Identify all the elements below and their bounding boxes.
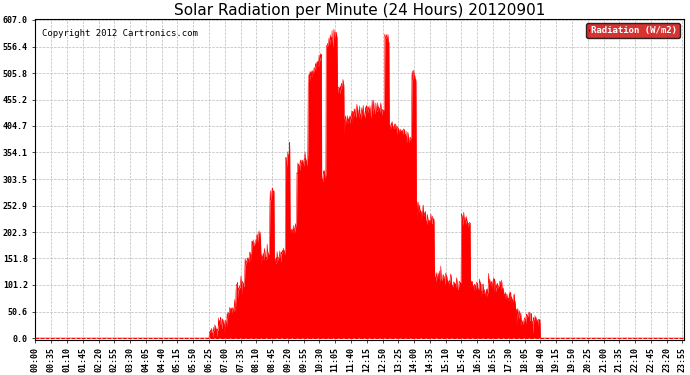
Title: Solar Radiation per Minute (24 Hours) 20120901: Solar Radiation per Minute (24 Hours) 20… <box>174 3 546 18</box>
Legend: Radiation (W/m2): Radiation (W/m2) <box>586 24 680 38</box>
Text: Copyright 2012 Cartronics.com: Copyright 2012 Cartronics.com <box>42 28 198 38</box>
